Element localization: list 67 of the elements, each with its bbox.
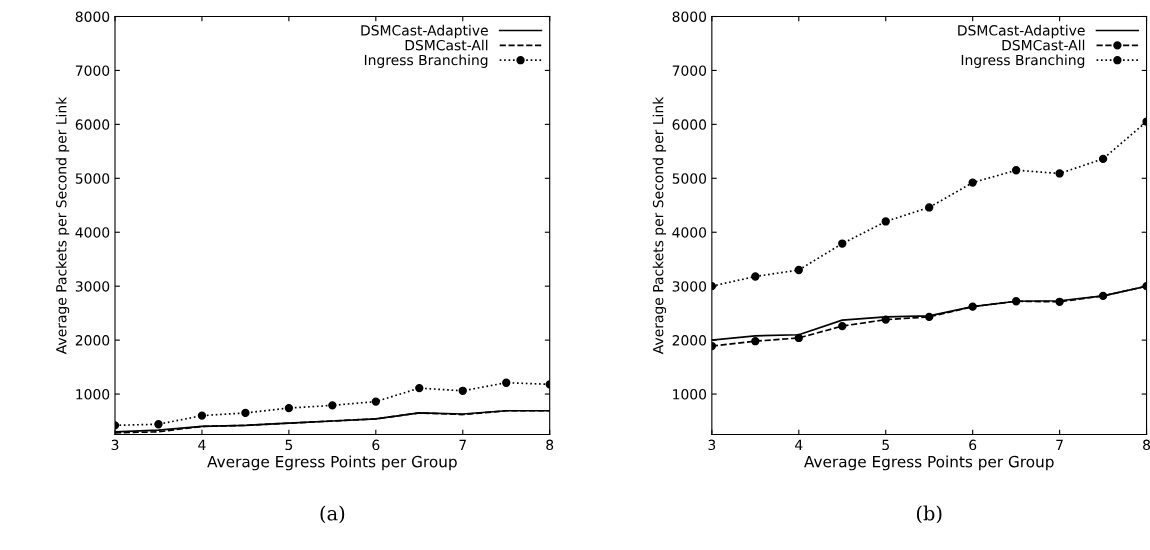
text: (a): [320, 505, 345, 524]
y-tick-label: 3000: [75, 281, 110, 292]
point: [197, 411, 207, 420]
x-axis-title: Average Egress Points per Group: [804, 455, 1054, 471]
point: [968, 302, 977, 311]
x-tick-label: 5: [285, 439, 293, 451]
legend-label: DSMCast-All: [405, 39, 488, 51]
point: [881, 315, 890, 324]
point: [328, 401, 337, 410]
point: [751, 272, 760, 281]
y-tick-label: 2000: [75, 335, 110, 346]
point: [458, 386, 467, 395]
point: [838, 239, 847, 248]
point: [751, 337, 760, 346]
x-tick-label: 4: [795, 439, 803, 450]
x-tick-label: 7: [459, 439, 466, 450]
text: (b): [916, 505, 942, 524]
point: [371, 397, 380, 406]
point: [241, 408, 250, 418]
y-tick-label: 8000: [75, 11, 110, 22]
y-axis-title: Average Packets per Second per Link: [55, 96, 70, 355]
x-tick-label: 6: [372, 439, 380, 451]
point: [154, 420, 163, 429]
legend-label: DSMCast-Adaptive: [361, 24, 488, 39]
point: [925, 312, 934, 322]
legend-label: DSMCast-Adaptive: [958, 24, 1085, 39]
x-axis-title: Average Egress Points per Group: [207, 455, 457, 471]
point: [1055, 169, 1064, 178]
point: [794, 333, 803, 343]
point: [1098, 154, 1108, 164]
y-tick-label: 1000: [673, 389, 707, 400]
point: [968, 178, 977, 187]
x-tick-label: 8: [546, 439, 554, 451]
y-axis-title: Average Packets per Second per Link: [652, 96, 667, 355]
y-tick-label: 8000: [672, 11, 707, 22]
point: [838, 321, 847, 331]
point: [794, 265, 803, 275]
x-tick-label: 8: [1143, 439, 1150, 451]
x-tick-label: 3: [708, 439, 716, 451]
point: [502, 378, 511, 387]
point: [881, 217, 890, 226]
point: [1055, 297, 1064, 306]
legend-label: DSMCast-All: [1002, 39, 1085, 51]
legend-label: Ingress Branching: [961, 54, 1085, 68]
point: [925, 203, 934, 212]
y-tick-label: 5000: [672, 173, 707, 184]
point: [1098, 291, 1108, 301]
y-tick-label: 7000: [672, 65, 707, 76]
y-tick-label: 2000: [672, 335, 707, 346]
x-tick-label: 6: [969, 439, 977, 451]
point: [1011, 166, 1021, 175]
y-tick-label: 4000: [672, 227, 707, 238]
x-tick-label: 5: [882, 439, 889, 451]
y-tick-label: 6000: [672, 119, 707, 130]
y-tick-label: 3000: [672, 281, 707, 292]
y-tick-label: 7000: [75, 65, 110, 76]
x-tick-label: 7: [1056, 439, 1063, 450]
x-tick-label: 4: [198, 439, 206, 450]
y-tick-label: 6000: [75, 119, 110, 130]
y-tick-label: 5000: [75, 173, 110, 184]
point: [415, 383, 424, 393]
point: [1011, 297, 1021, 306]
y-tick-label: 1000: [76, 389, 110, 400]
point: [284, 403, 294, 413]
legend-label: Ingress Branching: [364, 54, 488, 68]
x-tick-label: 3: [111, 439, 119, 451]
y-tick-label: 4000: [75, 227, 110, 238]
